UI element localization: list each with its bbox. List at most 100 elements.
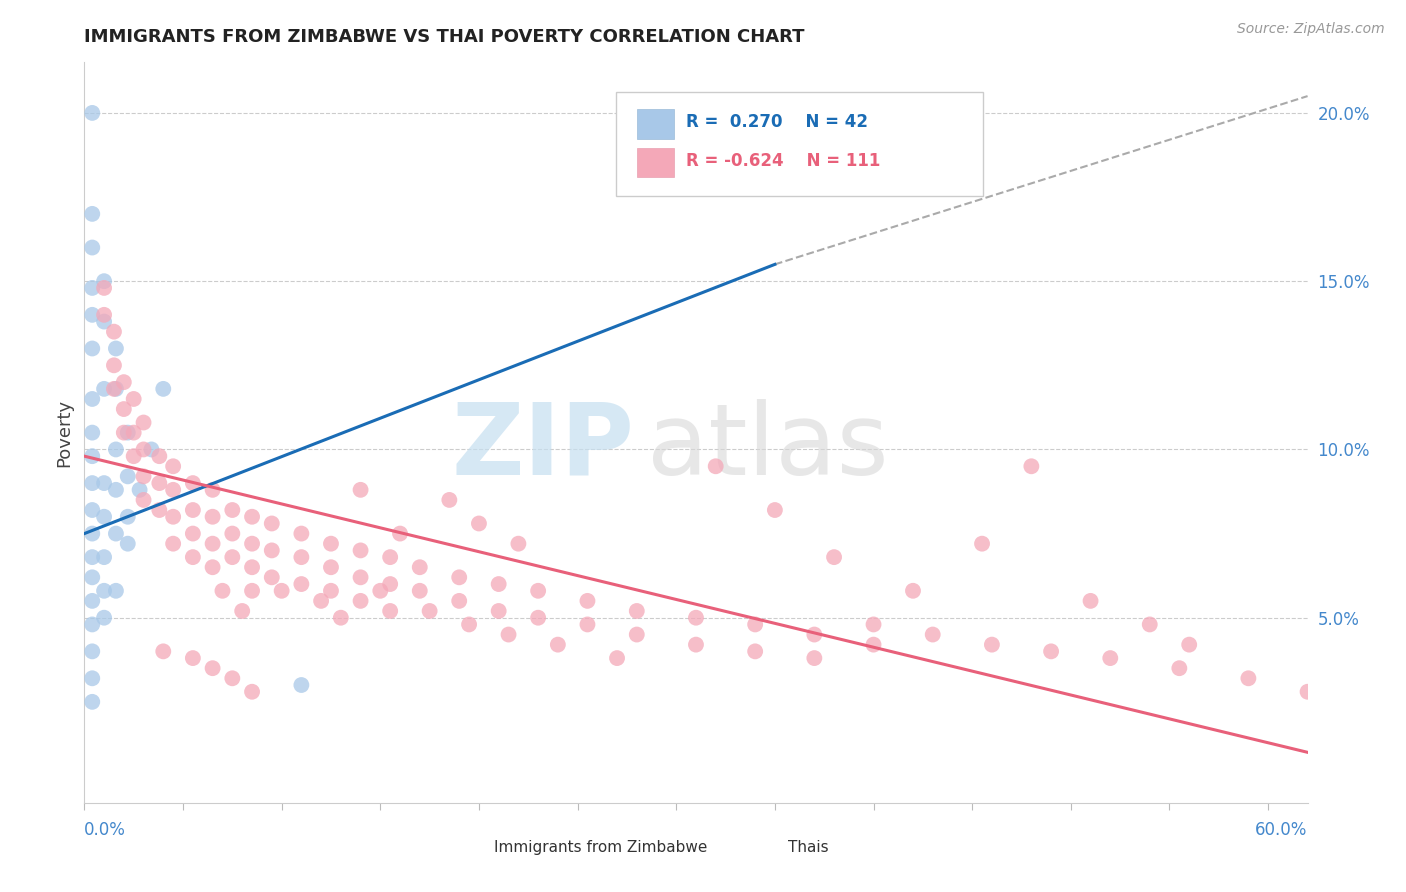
Point (488, 577, 510, 591)
Point (122, 425, 145, 440)
Point (82, 281, 104, 295)
Point (240, 560, 263, 574)
Bar (751, 838, 778, 860)
Point (1080, 594, 1102, 608)
Point (104, 442, 127, 457)
Point (82, 695, 104, 709)
Point (117, 469, 139, 483)
Point (309, 594, 332, 608)
Point (458, 617, 481, 632)
Point (82, 617, 104, 632)
Point (763, 503, 786, 517)
Point (547, 638, 569, 652)
Point (104, 342, 127, 356)
Point (240, 536, 263, 550)
Text: 60.0%: 60.0% (1256, 822, 1308, 839)
Point (93, 314, 115, 328)
Point (93, 610, 115, 624)
Point (132, 442, 155, 457)
Point (240, 509, 263, 524)
Point (606, 651, 628, 665)
Point (104, 483, 127, 497)
Point (82, 644, 104, 658)
Point (319, 560, 342, 574)
Point (82, 342, 104, 356)
Point (439, 492, 461, 507)
Point (527, 610, 550, 624)
Point (862, 617, 884, 632)
Text: Thais: Thais (787, 839, 828, 855)
Point (389, 526, 412, 541)
Point (82, 550, 104, 565)
Point (82, 106, 104, 120)
Point (221, 526, 243, 541)
Point (260, 543, 283, 558)
Point (148, 449, 170, 463)
Point (508, 536, 530, 550)
Point (970, 536, 993, 550)
Bar (637, 147, 673, 178)
Point (82, 207, 104, 221)
Point (112, 402, 135, 417)
Point (576, 594, 599, 608)
Text: R = -0.624    N = 111: R = -0.624 N = 111 (686, 152, 880, 169)
Point (744, 644, 766, 658)
Point (349, 570, 371, 584)
Point (685, 610, 707, 624)
Point (152, 382, 174, 396)
Point (803, 651, 825, 665)
Point (82, 671, 104, 685)
Point (221, 671, 243, 685)
Point (1237, 671, 1260, 685)
Point (181, 526, 204, 541)
Point (104, 382, 127, 396)
Point (93, 476, 115, 491)
Point (823, 550, 845, 565)
Text: Source: ZipAtlas.com: Source: ZipAtlas.com (1237, 22, 1385, 37)
Point (162, 509, 184, 524)
Bar (457, 838, 484, 860)
Text: IMMIGRANTS FROM ZIMBABWE VS THAI POVERTY CORRELATION CHART: IMMIGRANTS FROM ZIMBABWE VS THAI POVERTY… (84, 28, 804, 45)
Point (240, 583, 263, 598)
Point (82, 503, 104, 517)
Point (93, 308, 115, 322)
Point (162, 536, 184, 550)
Point (82, 308, 104, 322)
Point (1178, 638, 1201, 652)
Point (103, 382, 125, 396)
Point (103, 325, 125, 339)
Point (290, 526, 312, 541)
Point (128, 483, 150, 497)
Point (82, 526, 104, 541)
Point (148, 476, 170, 491)
Point (901, 583, 924, 598)
Point (181, 503, 204, 517)
Point (93, 274, 115, 288)
Point (211, 583, 233, 598)
Y-axis label: Poverty: Poverty (55, 399, 73, 467)
Point (270, 583, 292, 598)
Point (221, 503, 243, 517)
Text: ZIP: ZIP (451, 399, 636, 496)
Text: Immigrants from Zimbabwe: Immigrants from Zimbabwe (494, 839, 707, 855)
Point (82, 476, 104, 491)
Point (132, 416, 155, 430)
Point (93, 281, 115, 295)
Point (93, 382, 115, 396)
Point (148, 503, 170, 517)
Point (626, 133, 648, 147)
Point (93, 583, 115, 598)
FancyBboxPatch shape (616, 92, 983, 195)
Point (527, 583, 550, 598)
Point (181, 476, 204, 491)
Point (201, 560, 224, 574)
Point (141, 442, 163, 457)
Point (122, 392, 145, 406)
Point (921, 627, 943, 641)
Point (704, 459, 727, 474)
Point (231, 604, 253, 618)
Point (349, 483, 371, 497)
Point (104, 526, 127, 541)
Point (862, 638, 884, 652)
Point (380, 550, 402, 565)
